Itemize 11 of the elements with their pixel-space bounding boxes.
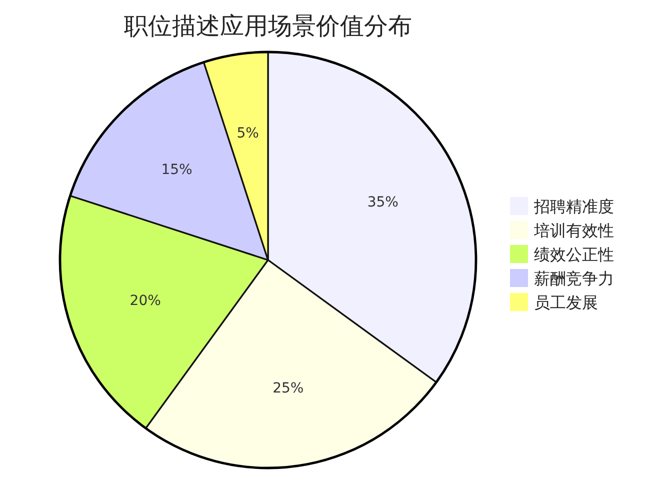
slice-label: 招聘精准度 — [533, 197, 614, 216]
data-label: 25% — [272, 380, 304, 396]
data-label: 35% — [367, 194, 398, 210]
chart-title: 职位描述应用场景价值分布 — [124, 12, 412, 40]
data-label: 5% — [236, 126, 259, 142]
data-label: 15% — [161, 162, 192, 178]
legend-label: 培训有效性 — [533, 221, 614, 240]
legend-label: 绩效公正性 — [534, 245, 614, 264]
data-label: 20% — [130, 292, 161, 309]
legend-label: 薪酬竞争力 — [534, 269, 614, 288]
legend-label: 员工发展 — [534, 293, 598, 312]
